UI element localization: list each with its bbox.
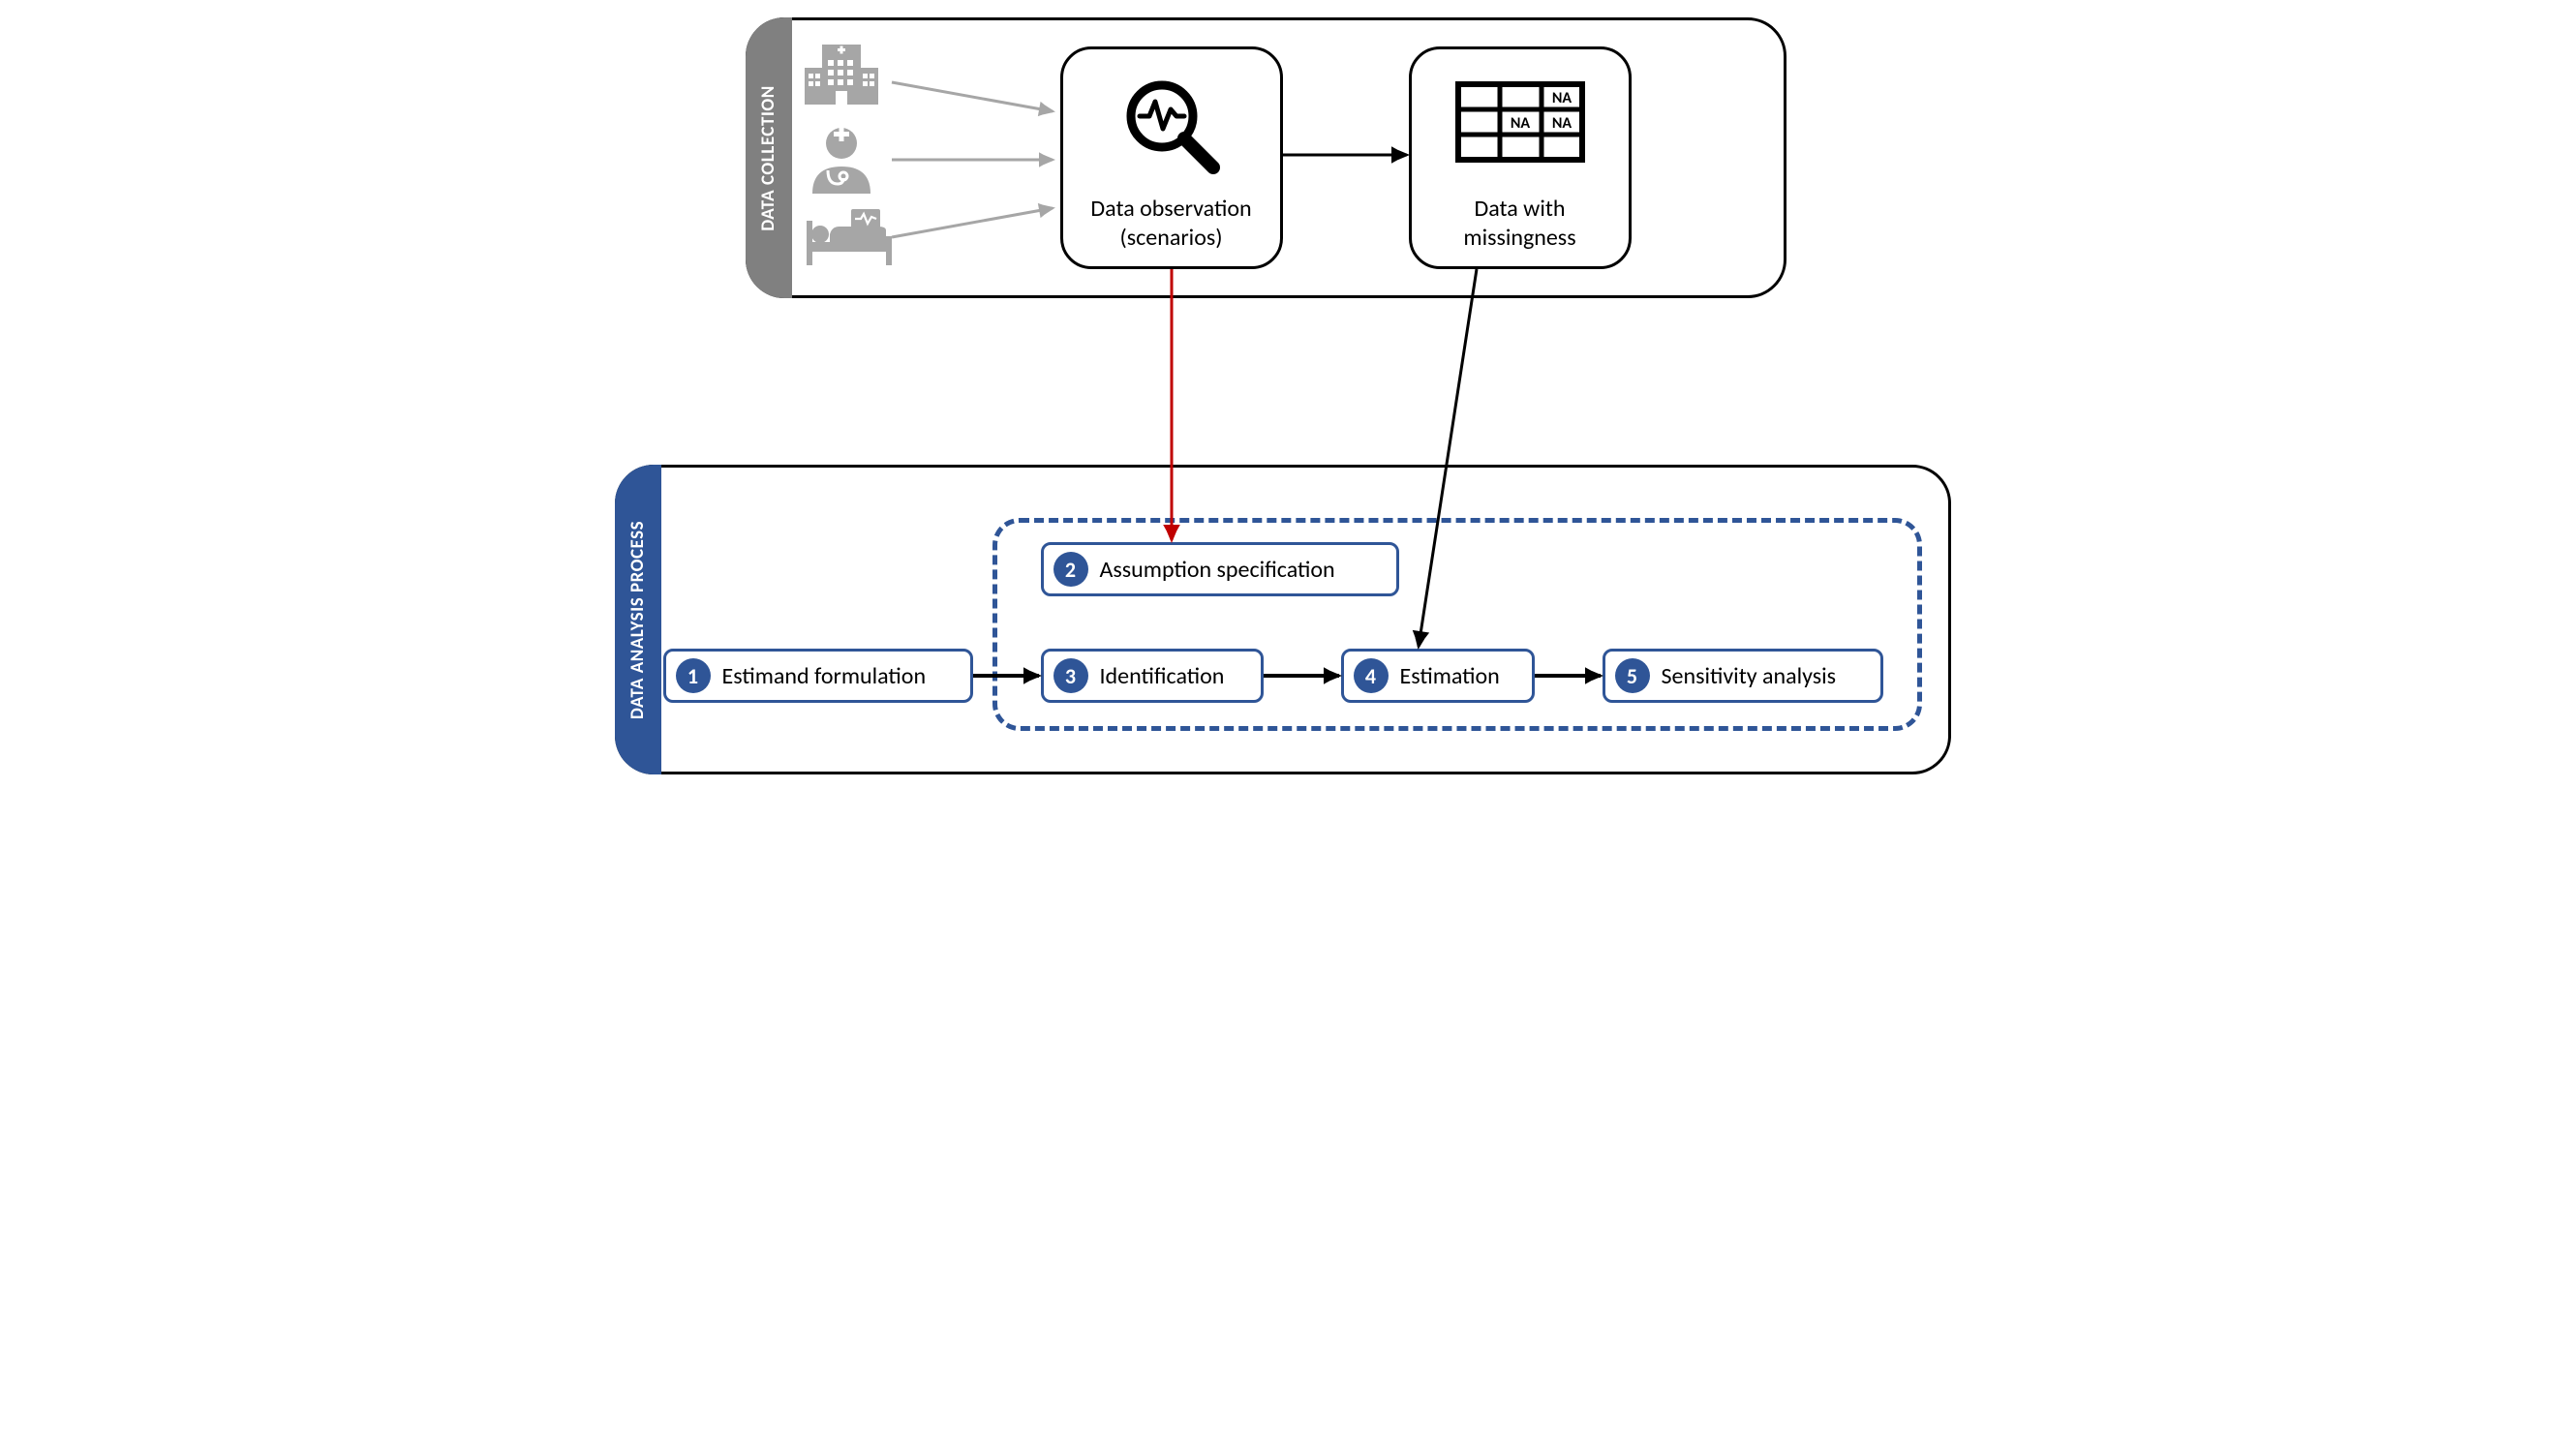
step-3-identification: 3 Identification — [1041, 649, 1264, 703]
panel-label-data-collection: DATA COLLECTION — [757, 85, 779, 231]
svg-text:NA: NA — [1551, 114, 1572, 133]
step-number: 3 — [1053, 658, 1088, 693]
step-label: Identification — [1100, 662, 1225, 690]
step-number: 2 — [1053, 552, 1088, 587]
hospital-icon — [801, 41, 882, 108]
svg-text:NA: NA — [1551, 89, 1572, 107]
step-label: Assumption specification — [1100, 556, 1335, 584]
node-label: Data with missingness — [1463, 195, 1575, 253]
step-label: Estimation — [1400, 662, 1500, 690]
doctor-icon — [801, 124, 882, 196]
panel-label-data-analysis: DATA ANALYSIS PROCESS — [626, 520, 649, 718]
step-2-assumption: 2 Assumption specification — [1041, 542, 1399, 596]
step-number: 1 — [676, 658, 711, 693]
svg-text:NA: NA — [1510, 114, 1530, 133]
step-4-estimation: 4 Estimation — [1341, 649, 1535, 703]
patient-bed-icon — [801, 207, 898, 271]
magnifier-icon — [1118, 73, 1225, 179]
node-label: Data observation (scenarios) — [1090, 195, 1251, 253]
step-5-sensitivity: 5 Sensitivity analysis — [1603, 649, 1883, 703]
node-data-observation: Data observation (scenarios) — [1060, 46, 1283, 269]
panel-tab-data-analysis: DATA ANALYSIS PROCESS — [615, 465, 661, 774]
step-1-estimand: 1 Estimand formulation — [663, 649, 973, 703]
table-na-icon: NA NA NA — [1452, 78, 1588, 166]
step-label: Sensitivity analysis — [1662, 662, 1837, 690]
step-number: 5 — [1615, 658, 1650, 693]
step-number: 4 — [1354, 658, 1389, 693]
node-data-missingness: NA NA NA Data with missingness — [1409, 46, 1632, 269]
step-label: Estimand formulation — [722, 662, 927, 690]
panel-tab-data-collection: DATA COLLECTION — [746, 17, 792, 298]
